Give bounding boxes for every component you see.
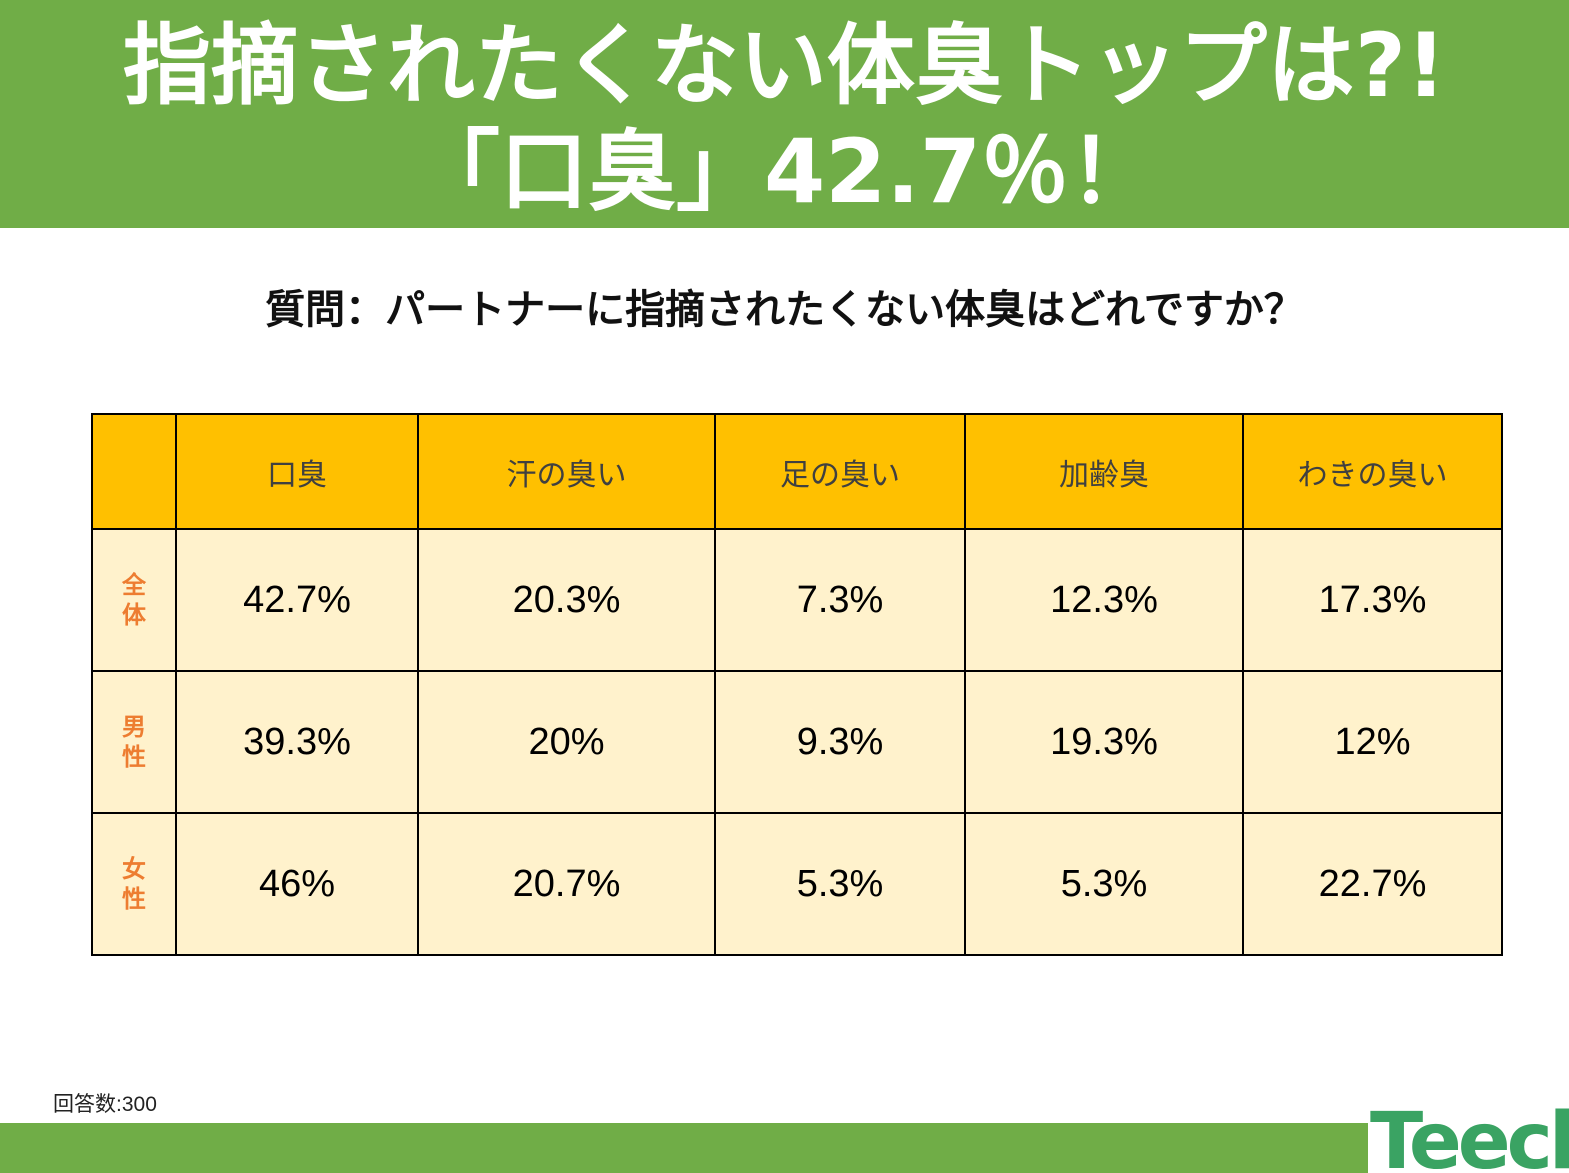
value-cell: 42.7% — [175, 528, 419, 672]
value-cell: 5.3% — [714, 812, 966, 956]
column-header: 足の臭い — [714, 413, 966, 530]
value-cell: 20% — [417, 670, 716, 814]
value-cell: 20.7% — [417, 812, 716, 956]
row-label: 全 体 — [91, 528, 177, 672]
teech-logo: Teech — [1368, 1103, 1569, 1173]
corner-cell — [91, 413, 177, 530]
column-header: 汗の臭い — [417, 413, 716, 530]
value-cell: 7.3% — [714, 528, 966, 672]
row-label-char: 体 — [122, 601, 146, 629]
title-line-2: 「口臭」42.7％！ — [411, 120, 1158, 223]
row-label: 女 性 — [91, 812, 177, 956]
table-row: 全 体 42.7% 20.3% 7.3% 12.3% 17.3% — [91, 528, 1503, 672]
value-cell: 17.3% — [1242, 528, 1503, 672]
value-cell: 9.3% — [714, 670, 966, 814]
column-header: 口臭 — [175, 413, 419, 530]
logo-wordmark: Teech — [1370, 1103, 1569, 1173]
value-cell: 12.3% — [964, 528, 1244, 672]
header-row: 口臭 汗の臭い 足の臭い 加齢臭 わきの臭い — [91, 413, 1503, 530]
row-label-char: 性 — [122, 743, 146, 771]
row-label-char: 女 — [122, 855, 146, 883]
value-cell: 5.3% — [964, 812, 1244, 956]
row-label-char: 全 — [122, 571, 146, 599]
row-label-char: 性 — [122, 885, 146, 913]
value-cell: 19.3% — [964, 670, 1244, 814]
value-cell: 22.7% — [1242, 812, 1503, 956]
value-cell: 39.3% — [175, 670, 419, 814]
results-table: 口臭 汗の臭い 足の臭い 加齢臭 わきの臭い 全 体 42.7% 20.3% 7… — [91, 413, 1503, 956]
footer-bar — [0, 1123, 1569, 1173]
table-row: 男 性 39.3% 20% 9.3% 19.3% 12% — [91, 670, 1503, 814]
row-label-char: 男 — [122, 713, 146, 741]
survey-question: 質問：パートナーに指摘されたくない体臭はどれですか？ — [265, 287, 1304, 333]
value-cell: 12% — [1242, 670, 1503, 814]
column-header: わきの臭い — [1242, 413, 1503, 530]
title-line-1: 指摘されたくない体臭トップは?! — [122, 14, 1447, 117]
title-banner: 指摘されたくない体臭トップは?! 「口臭」42.7％！ — [0, 0, 1569, 228]
value-cell: 20.3% — [417, 528, 716, 672]
row-label: 男 性 — [91, 670, 177, 814]
column-header: 加齢臭 — [964, 413, 1244, 530]
value-cell: 46% — [175, 812, 419, 956]
table-row: 女 性 46% 20.7% 5.3% 5.3% 22.7% — [91, 812, 1503, 956]
response-count: 回答数:300 — [53, 1093, 157, 1116]
